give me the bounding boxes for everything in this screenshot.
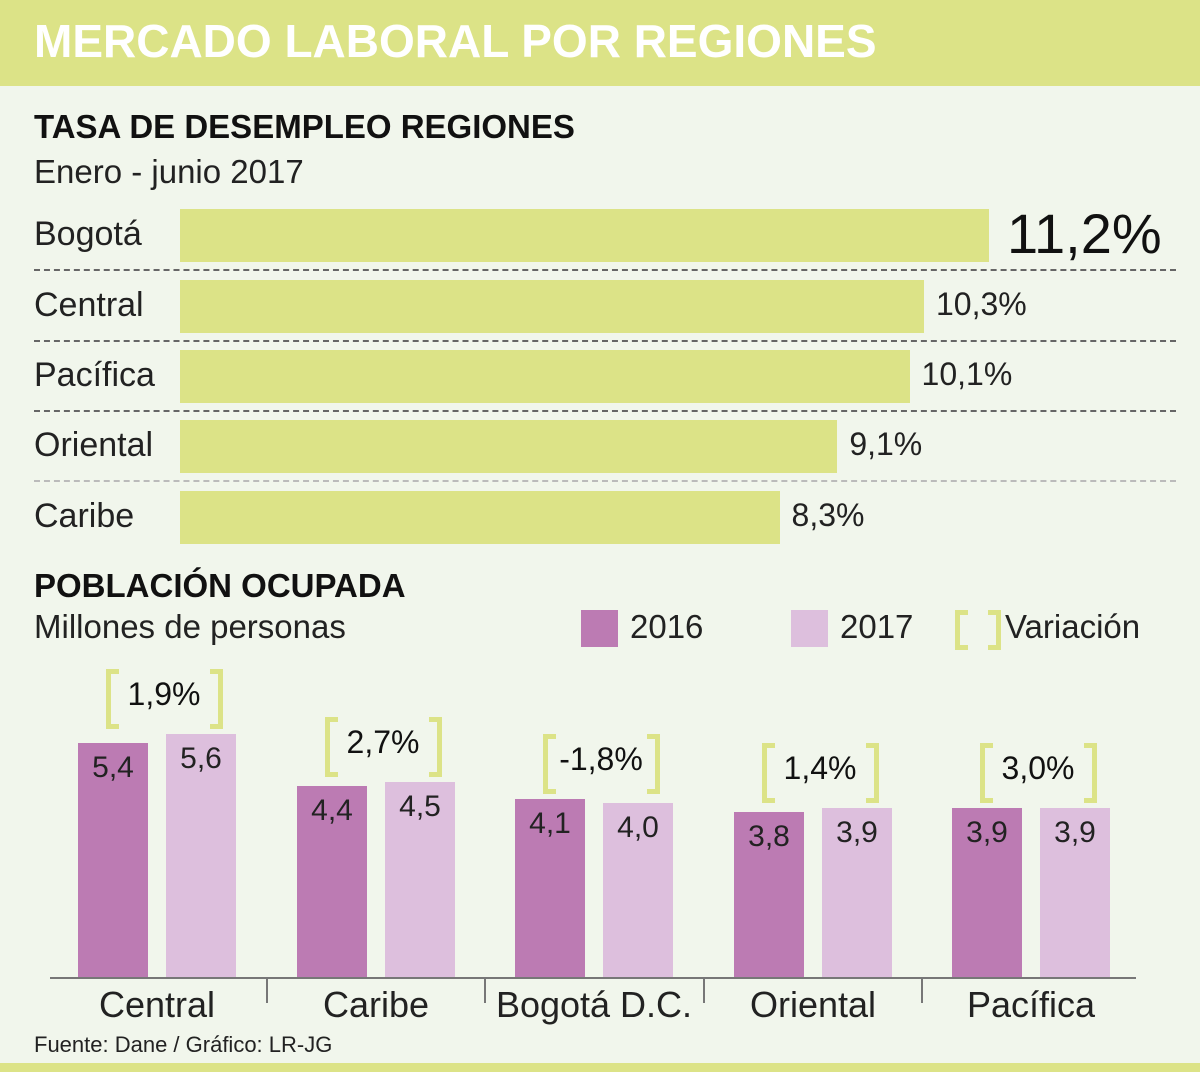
category-label: Caribe (322, 984, 430, 1025)
title-banner (0, 0, 1200, 86)
variation-bracket-left-icon (762, 742, 775, 803)
axis-tick (484, 979, 486, 1003)
employment-value-label: 5,4 (92, 750, 134, 784)
unemployment-value-label: 9,1% (849, 426, 923, 462)
employment-value-label: 4,0 (617, 811, 659, 845)
row-divider (34, 340, 1176, 342)
employment-value-label: 4,4 (311, 794, 353, 828)
unemployment-value-label: 11,2% (1007, 202, 1162, 265)
variation-label: 1,9% (127, 676, 201, 712)
axis-tick (921, 979, 923, 1003)
variation-label: 2,7% (346, 723, 420, 760)
source-note: Fuente: Dane / Gráfico: LR-JG (34, 1032, 333, 1057)
variation-bracket-right-icon (210, 669, 223, 729)
employment-bar-2016 (952, 807, 1022, 977)
employment-value-label: 3,8 (748, 820, 790, 854)
page-title: MERCADO LABORAL POR REGIONES (34, 15, 877, 67)
employment-bar-2017 (822, 807, 892, 977)
legend-swatch-2016 (581, 610, 618, 647)
unemployment-category-label: Caribe (34, 497, 135, 535)
variation-bracket-right-icon (647, 734, 660, 795)
variation-label: 1,4% (783, 749, 857, 786)
employment-value-label: 4,5 (399, 789, 441, 823)
variation-bracket-right-icon (429, 716, 442, 777)
x-axis-line (50, 977, 1136, 979)
variation-bracket-right-icon (866, 742, 879, 803)
variation-label: -1,8% (559, 741, 643, 778)
variation-bracket-left-icon (325, 716, 338, 777)
variation-bracket-left-icon (980, 742, 993, 803)
unemployment-bar (180, 280, 924, 333)
employment-bar-2017 (385, 781, 455, 977)
employment-bar-2016 (297, 786, 367, 977)
footer-band (0, 1063, 1200, 1072)
employment-bar-2016 (515, 799, 585, 977)
employment-bar-2017 (1040, 807, 1110, 977)
unemployment-category-label: Oriental (34, 426, 154, 464)
unemployment-chart-title: TASA DE DESEMPLEO REGIONES (34, 108, 575, 145)
axis-tick (703, 979, 705, 1003)
unemployment-category-label: Central (34, 286, 144, 324)
legend-label-variation: Variación (1005, 608, 1141, 645)
unemployment-bar (180, 420, 838, 473)
unemployment-bar (180, 209, 989, 262)
variation-bracket-left-icon (543, 734, 556, 795)
unemployment-bar (180, 350, 910, 403)
legend-label-2016: 2016 (630, 608, 704, 645)
row-divider (34, 480, 1176, 482)
employment-value-label: 4,1 (529, 807, 571, 841)
variation-bracket-left-icon (106, 669, 119, 729)
employment-bar-2016 (78, 742, 148, 977)
unemployment-chart-subtitle: Enero - junio 2017 (34, 153, 304, 190)
unemployment-value-label: 8,3% (791, 497, 865, 533)
row-divider (34, 269, 1176, 271)
unemployment-value-label: 10,1% (921, 356, 1013, 392)
variation-bracket-right-icon (1084, 742, 1097, 803)
employment-value-label: 5,6 (180, 742, 222, 775)
unemployment-category-label: Pacífica (34, 356, 155, 394)
employment-bar-2016 (734, 812, 804, 977)
category-label: Central (98, 984, 216, 1025)
unemployment-category-label: Bogotá (34, 215, 142, 253)
employment-value-label: 3,9 (1054, 815, 1096, 849)
employment-bar-2017 (166, 734, 236, 977)
employment-value-label: 3,9 (966, 815, 1008, 849)
legend-bracket-left-icon (955, 610, 968, 650)
variation-label: 3,0% (1001, 749, 1075, 786)
legend-label-2017: 2017 (840, 608, 914, 645)
axis-tick (266, 979, 268, 1003)
category-label: Bogotá D.C. (495, 984, 693, 1025)
employment-value-label: 3,9 (836, 815, 878, 849)
legend-bracket-right-icon (988, 610, 1001, 650)
row-divider (34, 410, 1176, 412)
employment-chart-title: POBLACIÓN OCUPADA (34, 567, 406, 604)
unemployment-bar (180, 491, 780, 544)
unemployment-value-label: 10,3% (935, 286, 1027, 322)
legend-swatch-2017 (791, 610, 828, 647)
category-label: Pacífica (966, 984, 1096, 1025)
employment-bar-2017 (603, 803, 673, 977)
category-label: Oriental (749, 984, 877, 1025)
employment-chart-subtitle: Millones de personas (34, 608, 346, 645)
